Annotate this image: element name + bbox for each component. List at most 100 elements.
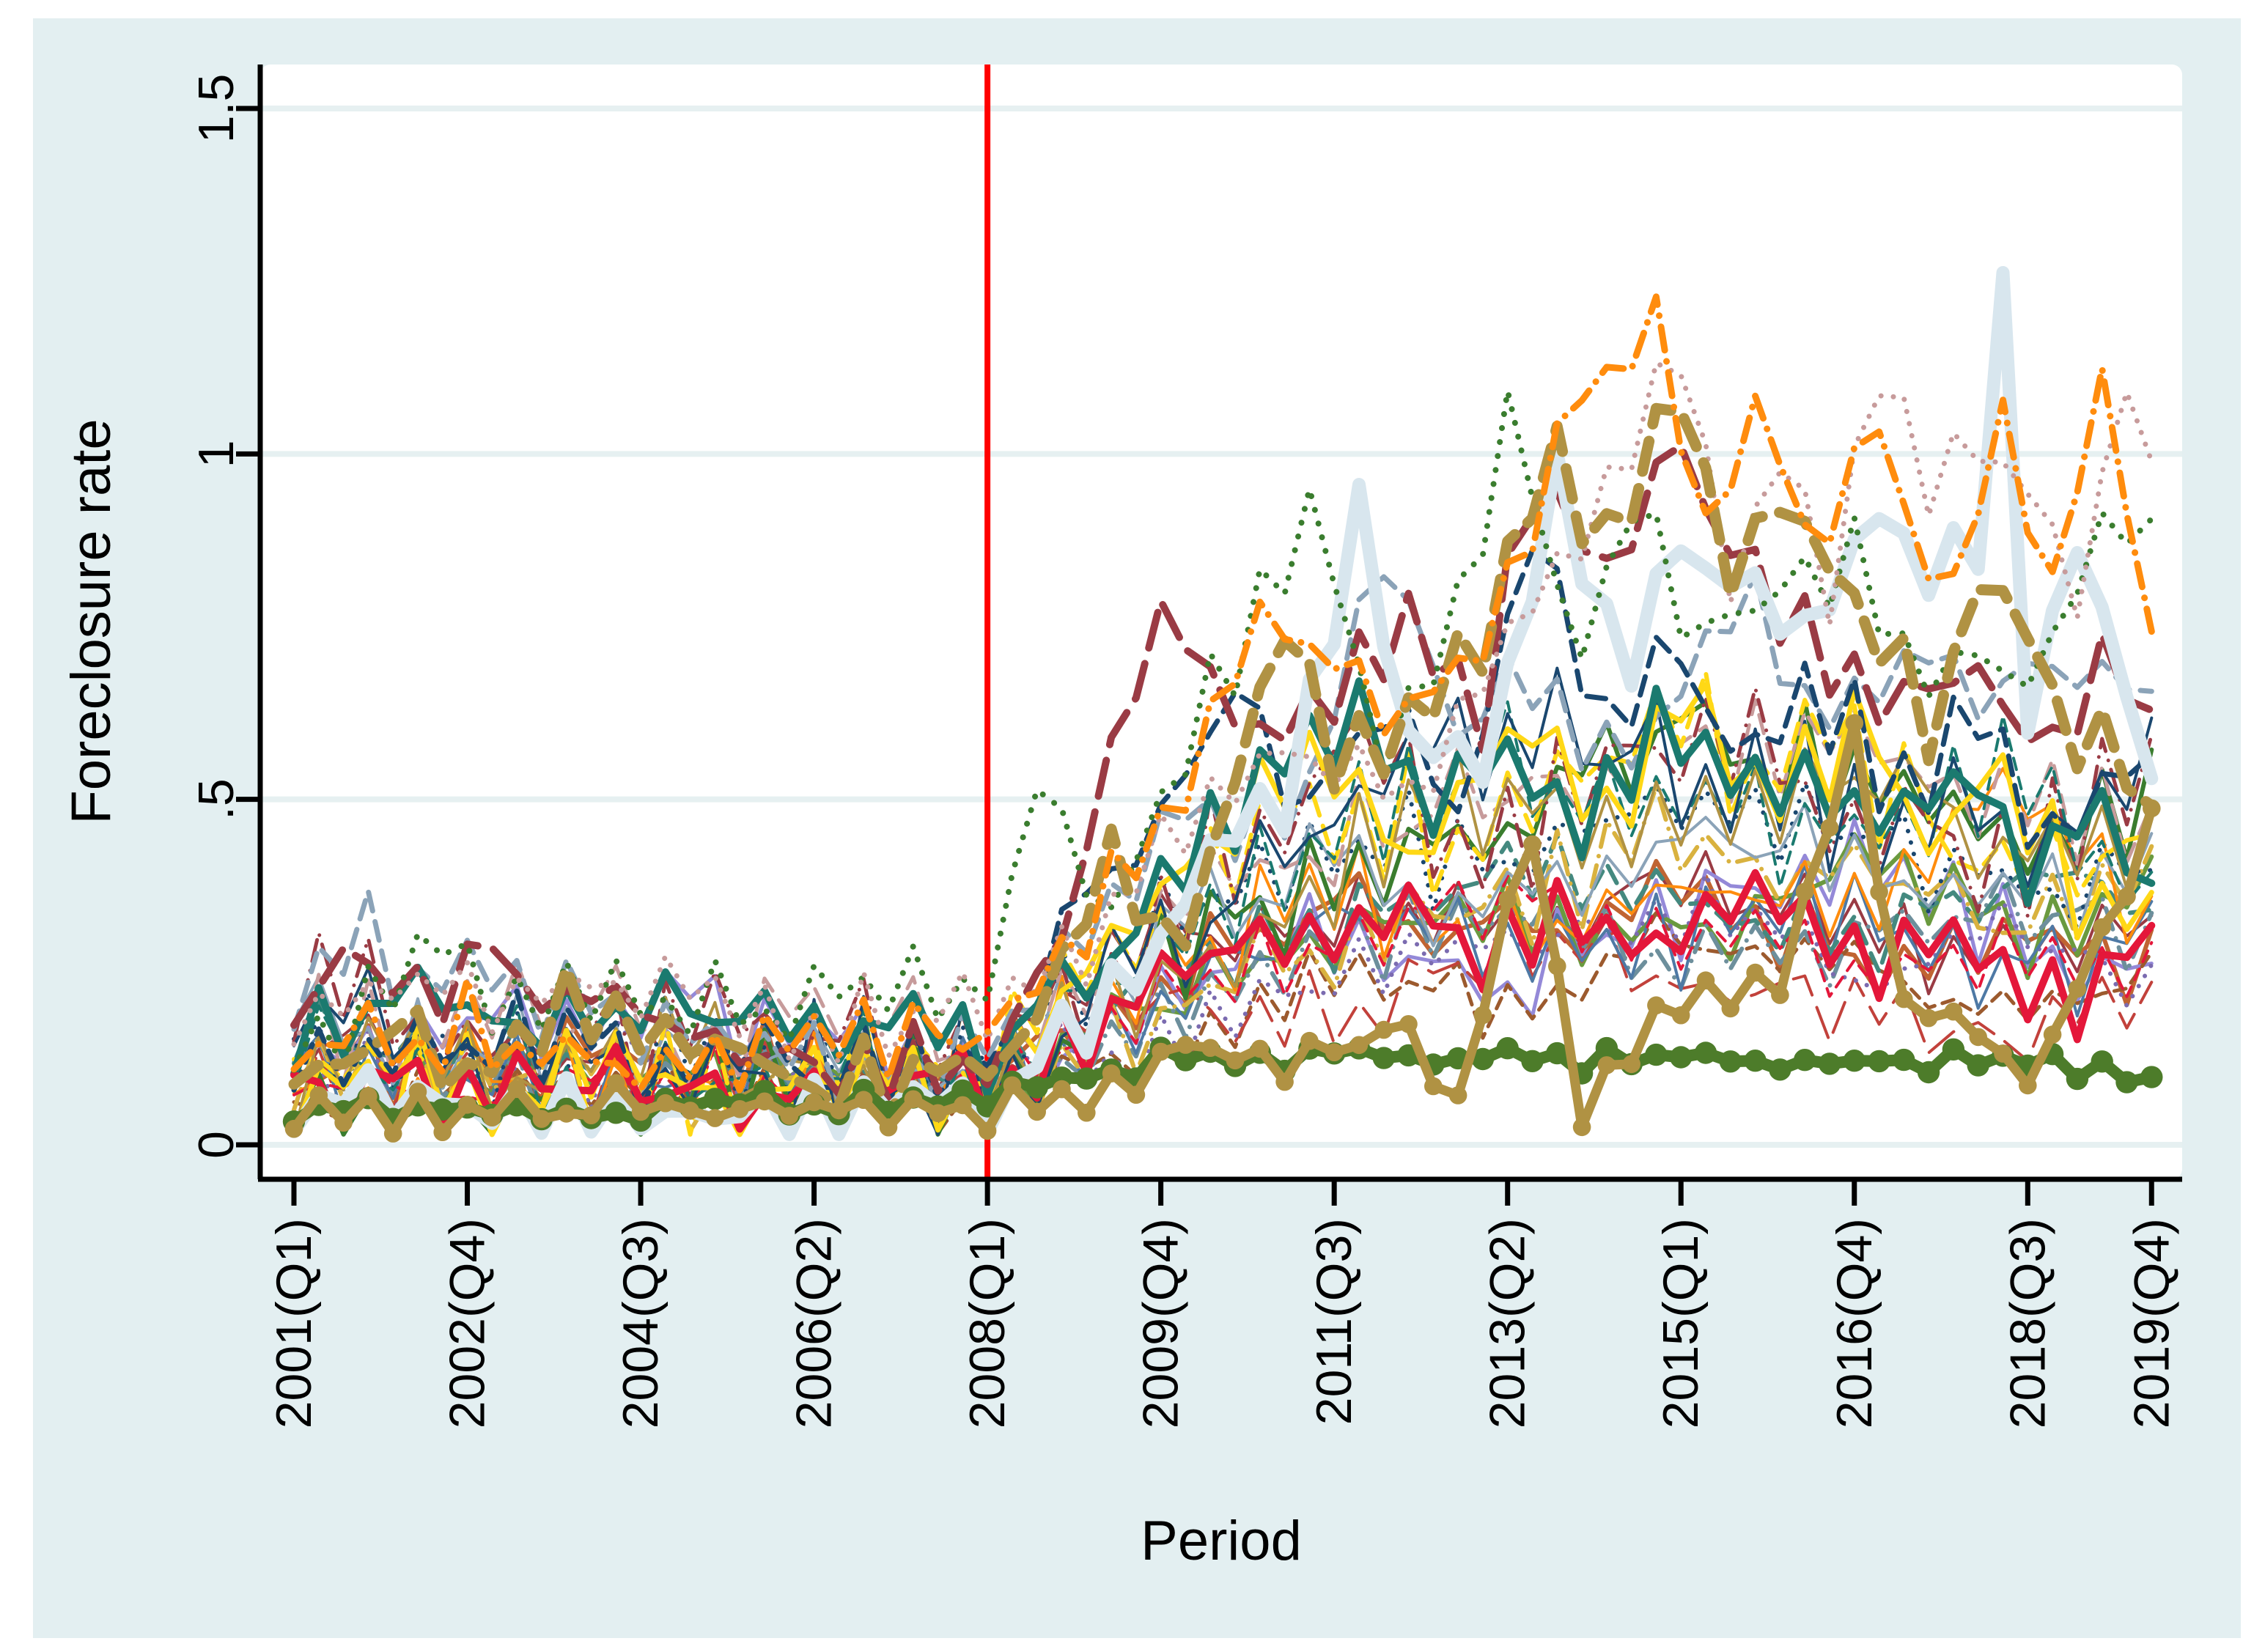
- series-line-navy-dash: [291, 547, 2154, 1118]
- x-tick-label: 2009(Q4): [1133, 1218, 1189, 1428]
- series-marker: [2115, 1071, 2138, 1094]
- series-marker: [2091, 1050, 2113, 1073]
- series-marker: [507, 1080, 526, 1099]
- series-marker: [1201, 1039, 1220, 1057]
- y-tick-label: .5: [188, 778, 244, 820]
- series-marker: [582, 1106, 600, 1124]
- y-tick-label: 1: [188, 440, 244, 468]
- series-marker: [1919, 1008, 1938, 1028]
- series-marker: [1496, 1037, 1519, 1060]
- series-marker: [1622, 1055, 1640, 1074]
- series-marker: [830, 1101, 848, 1120]
- series-marker: [1325, 1043, 1344, 1061]
- x-tick-label: 2016(Q4): [1827, 1218, 1882, 1428]
- series-marker: [1546, 1041, 1569, 1065]
- y-axis-title: Foreclosure rate: [60, 418, 122, 824]
- series-marker: [1719, 1050, 1742, 1073]
- axes: [236, 64, 2182, 1206]
- series-marker: [2019, 1076, 2037, 1095]
- x-tick-label: 2013(Q2): [1480, 1218, 1536, 1428]
- series-marker: [1893, 1048, 1915, 1072]
- series-marker: [1820, 819, 1839, 837]
- series-marker: [1696, 971, 1715, 989]
- series-marker: [1521, 1050, 1544, 1073]
- series-marker: [1548, 957, 1566, 976]
- series-marker: [1523, 835, 1542, 854]
- series-line-rose-dotted: [291, 360, 2154, 1066]
- series-marker: [1028, 1102, 1046, 1121]
- tick-labels: 0 .5 1 1.5 2001(Q1) 2002(Q4) 2004(Q3) 2006(Q2) 2…: [188, 74, 2179, 1429]
- series-marker: [557, 1105, 575, 1123]
- x-tick-label: 2006(Q2): [787, 1218, 842, 1428]
- series-marker: [656, 1094, 675, 1113]
- series-marker: [1818, 1052, 1841, 1075]
- series-marker: [929, 1104, 947, 1123]
- series-marker: [1025, 1076, 1048, 1099]
- series-marker: [1647, 996, 1665, 1014]
- series-line-filler-navy-solid: [292, 666, 2154, 1136]
- series-marker: [1176, 1036, 1195, 1054]
- series-marker: [1670, 1046, 1693, 1069]
- x-tick-label: 2004(Q3): [613, 1218, 669, 1428]
- series-marker: [2143, 799, 2161, 818]
- x-tick-label: 2011(Q3): [1306, 1218, 1362, 1425]
- x-tick-label: 2002(Q4): [440, 1218, 496, 1428]
- series-line-filler-yellow-dash: [292, 670, 2154, 1137]
- series-marker: [1078, 1103, 1096, 1122]
- series-marker: [805, 1093, 823, 1112]
- series-marker: [879, 1118, 898, 1137]
- series-marker: [359, 1087, 377, 1105]
- series-marker: [1424, 1077, 1443, 1096]
- series-marker: [2118, 887, 2136, 906]
- series-marker: [1597, 1056, 1616, 1074]
- series-marker: [1226, 1051, 1245, 1070]
- y-tick-label: 1.5: [188, 74, 244, 144]
- series-marker: [1942, 1038, 1965, 1061]
- series-marker: [1448, 1086, 1467, 1105]
- series-line-maroon-longdash-thick: [290, 442, 2156, 1104]
- series-line-orange-dashdot-thick: [290, 293, 2155, 1094]
- series-marker: [730, 1100, 749, 1118]
- series-marker: [1498, 890, 1517, 909]
- series-marker: [951, 1079, 974, 1102]
- series-layer: [282, 266, 2163, 1143]
- series-marker: [1645, 1043, 1668, 1066]
- series-marker: [904, 1090, 923, 1109]
- series-marker: [1967, 1054, 1989, 1077]
- series-marker: [1102, 1064, 1121, 1083]
- series-marker: [1300, 1031, 1319, 1050]
- series-marker: [1075, 1067, 1098, 1090]
- series-marker: [383, 1124, 402, 1143]
- x-tick-label: 2019(Q4): [2124, 1218, 2179, 1428]
- series-marker: [681, 1102, 699, 1120]
- series-marker: [704, 1088, 726, 1110]
- series-marker: [1595, 1036, 1618, 1060]
- x-tick-label: 2015(Q1): [1653, 1218, 1709, 1428]
- series-marker: [605, 1102, 627, 1124]
- series-marker: [532, 1110, 551, 1128]
- series-marker: [1917, 1061, 1940, 1084]
- x-tick-label: 2001(Q1): [266, 1218, 322, 1428]
- series-marker: [1251, 1039, 1270, 1058]
- series-line-crimson-solid-thick: [290, 869, 2156, 1138]
- series-marker: [483, 1108, 501, 1126]
- series-line-khaki-dash-xthick: [288, 402, 2157, 1126]
- x-tick-label: 2008(Q1): [960, 1218, 1015, 1428]
- series-marker: [1721, 999, 1740, 1018]
- series-marker: [1868, 1050, 1890, 1073]
- series-marker: [1174, 1049, 1197, 1072]
- series-marker: [954, 1096, 972, 1115]
- series-marker: [1053, 1080, 1071, 1099]
- series-marker: [408, 1083, 427, 1101]
- series-marker: [1471, 1047, 1495, 1071]
- series-marker: [1795, 882, 1814, 901]
- series-marker: [2093, 918, 2111, 937]
- series-marker: [1399, 1015, 1418, 1033]
- series-marker: [2140, 1066, 2163, 1088]
- series-marker: [631, 1102, 650, 1121]
- series-marker: [1694, 1041, 1717, 1064]
- series-marker: [1944, 1002, 1963, 1021]
- series-marker: [978, 1121, 997, 1140]
